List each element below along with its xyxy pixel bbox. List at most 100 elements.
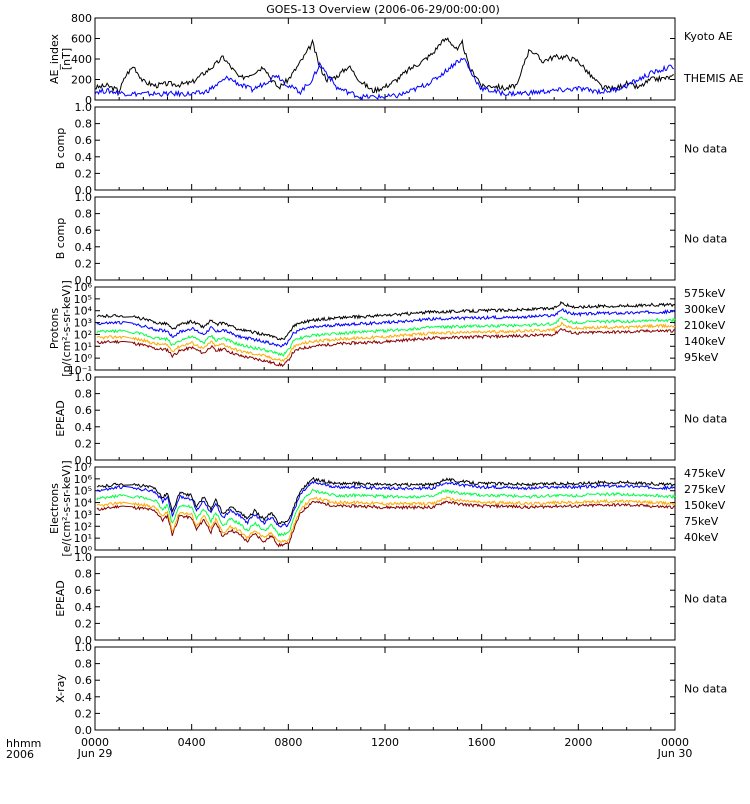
series-line-95kev: [96, 300, 676, 341]
panel-ylabel: B comp: [54, 128, 67, 170]
legend-entry: 40keV: [684, 531, 719, 544]
ytick-label: 10⁴: [74, 497, 93, 510]
ytick-label: 600: [71, 33, 92, 46]
legend-entry: 95keV: [684, 351, 719, 364]
ytick-label: 10²: [74, 328, 92, 341]
panel-ylabel: EPEAD: [54, 580, 67, 617]
legend-entry: Kyoto AE: [684, 30, 733, 43]
ytick-label: 0.8: [75, 568, 93, 581]
ytick-label: 10²: [74, 520, 92, 533]
ytick-label: 0.4: [75, 601, 93, 614]
ytick-label: 0.4: [75, 151, 93, 164]
panel-3: B comp 0.0 0.2 0.4 0.6 0.8 1.0 No data: [54, 191, 727, 287]
panel-frame: [94, 286, 676, 371]
xtick-label: 0000: [81, 736, 109, 749]
ytick-label: 0.6: [75, 674, 93, 687]
ytick-label: 0.8: [75, 388, 93, 401]
panel-frame: [94, 556, 676, 641]
series-line-300kev: [96, 321, 676, 363]
legend-entry: 210keV: [684, 319, 726, 332]
ytick-label: 0.2: [75, 257, 93, 270]
xtick-label: 0400: [178, 736, 206, 749]
legend-entry: 140keV: [684, 335, 726, 348]
series-line-75kev: [96, 480, 676, 528]
ytick-label: 0: [85, 94, 92, 107]
ytick-label: 800: [71, 12, 92, 25]
ytick-label: 10³: [74, 508, 92, 521]
ytick-label: 0.0: [75, 184, 93, 197]
xtick-label: 2000: [564, 736, 592, 749]
series-line-kyoto-ae: [94, 37, 674, 94]
ytick-label: 10¹: [74, 340, 92, 353]
ytick-label: 10⁴: [74, 305, 93, 318]
panels-group: AE_index [nT] 0 200 400 600 800 Kyoto AE THEMIS …: [48, 12, 744, 760]
ytick-label: 0.0: [75, 634, 93, 647]
no-data-label: No data: [684, 233, 727, 246]
ytick-label: 0.6: [75, 134, 93, 147]
ytick-label: 200: [71, 74, 92, 87]
ytick-label: 0.6: [75, 404, 93, 417]
ytick-label: 400: [71, 53, 92, 66]
panel-frame: [94, 196, 676, 281]
panel-4: Protons [p/(cm²-s-sr-keV)]10⁻¹10⁰10¹10²10…: [48, 280, 726, 377]
ytick-label: 10⁶: [74, 281, 93, 294]
ytick-label: 10⁵: [74, 485, 92, 498]
ytick-label: 10⁶: [74, 473, 93, 486]
legend-entry: 575keV: [684, 287, 726, 300]
legend-entry: 275keV: [684, 483, 726, 496]
ytick-label: 10⁰: [74, 544, 93, 557]
panel-ylabel: X-ray: [54, 674, 67, 703]
no-data-label: No data: [684, 593, 727, 606]
ytick-label: 0.2: [75, 707, 93, 720]
panel-frame: [94, 646, 676, 731]
series-line-themis-ae: [94, 57, 675, 101]
ytick-label: 10⁷: [74, 461, 92, 474]
ytick-label: 0.0: [75, 454, 93, 467]
series-line-40kev: [96, 476, 676, 525]
legend-entry: THEMIS AE: [683, 72, 744, 85]
ytick-label: 0.2: [75, 437, 93, 450]
ytick-label: 1.0: [75, 101, 93, 114]
panel-ylabel: Electrons: [48, 483, 61, 534]
panel-ylabel: [e/(cm²-s-sr-keV)]: [60, 460, 73, 556]
legend-entry: 75keV: [684, 515, 719, 528]
ytick-label: 1.0: [75, 191, 93, 204]
no-data-label: No data: [684, 683, 727, 696]
ytick-label: 0.4: [75, 691, 93, 704]
ytick-label: 0.4: [75, 241, 93, 254]
panel-8: X-ray 0.0 0.2 0.4 0.6 0.8 1.0 No data: [54, 641, 727, 737]
series-line-475kev: [96, 500, 676, 548]
xtick-date-label: Jun 30: [657, 747, 693, 760]
xtick-label: 0800: [274, 736, 302, 749]
ytick-label: 0.4: [75, 421, 93, 434]
figure-title: GOES-13 Overview (2006-06-29/00:00:00): [266, 3, 499, 16]
panel-frame: [94, 106, 676, 191]
ytick-label: 0.8: [75, 658, 93, 671]
panel-6: Electrons [e/(cm²-s-sr-keV)] 10⁰10¹10²10³1…: [48, 460, 726, 557]
panel-frame: [94, 376, 676, 461]
ytick-label: 0.0: [75, 274, 93, 287]
series-line-140kev: [96, 307, 676, 348]
panel-5: EPEAD 0.0 0.2 0.4 0.6 0.8 1.0 No data: [54, 371, 727, 467]
ytick-label: 10¹: [74, 532, 92, 545]
panel-2: B comp 0.0 0.2 0.4 0.6 0.8 1.0 No data: [54, 101, 727, 197]
legend-entry: 300keV: [684, 303, 726, 316]
ytick-label: 10⁵: [74, 293, 92, 306]
panel-ylabel: [p/(cm²-s-sr-keV)]: [60, 280, 73, 377]
ytick-label: 0.6: [75, 584, 93, 597]
time-axis-label-line2: 2006: [6, 748, 34, 761]
panel-7: EPEAD 0.0 0.2 0.4 0.6 0.8 1.0 No data: [54, 551, 727, 647]
ytick-label: 0.8: [75, 208, 93, 221]
xtick-label: 1600: [468, 736, 496, 749]
xtick-date-label: Jun 29: [77, 747, 113, 760]
series-line-275kev: [96, 496, 676, 543]
xtick-label: 0000: [661, 736, 689, 749]
panel-ylabel: Protons: [48, 308, 61, 349]
ytick-label: 0.2: [75, 617, 93, 630]
panel-ylabel: B comp: [54, 218, 67, 260]
ytick-label: 1.0: [75, 551, 93, 564]
ytick-label: 0.8: [75, 118, 93, 131]
ytick-label: 10⁰: [74, 352, 93, 365]
ytick-label: 0.6: [75, 224, 93, 237]
